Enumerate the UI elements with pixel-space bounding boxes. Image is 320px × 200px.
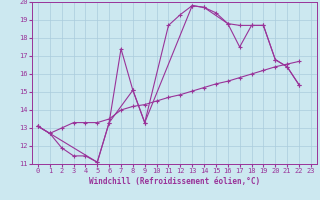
X-axis label: Windchill (Refroidissement éolien,°C): Windchill (Refroidissement éolien,°C) <box>89 177 260 186</box>
